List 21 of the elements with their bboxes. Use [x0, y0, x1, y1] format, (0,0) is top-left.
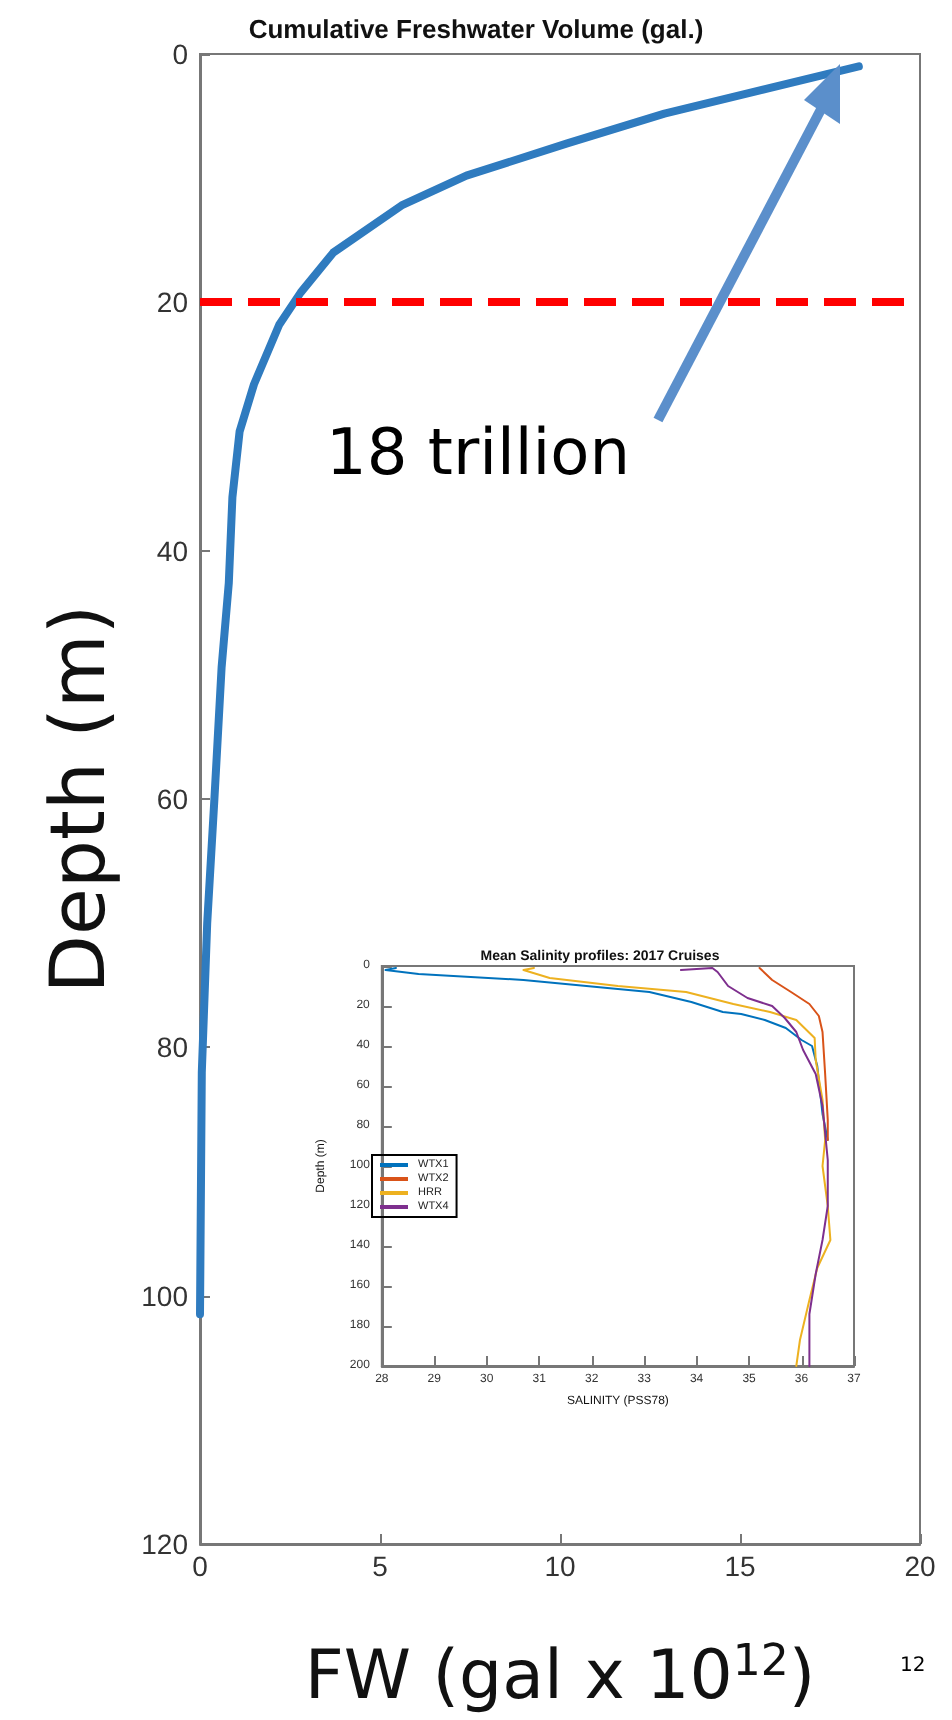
x-tick-label: 5 — [372, 1550, 389, 1582]
y-tick-label: 120 — [141, 1528, 189, 1560]
y-tick-label: 100 — [141, 1279, 189, 1312]
line-series — [196, 62, 863, 1319]
y-tick-label: 40 — [156, 534, 189, 567]
line-series — [679, 967, 829, 1367]
y-tick-label: 80 — [156, 1031, 189, 1064]
y-tick-label: 60 — [156, 783, 189, 815]
chart-title: Cumulative Freshwater Volume (gal.) — [248, 14, 704, 44]
line-series — [384, 967, 829, 1141]
x-tick-label: 20 — [904, 1550, 936, 1582]
annotation: 18 trillion — [326, 414, 631, 490]
x-tick-label: 15 — [724, 1550, 756, 1582]
x-tick-label: 10 — [544, 1550, 576, 1582]
line-series — [758, 967, 829, 1141]
text: 12 — [900, 1655, 926, 1677]
y-tick-label: 20 — [156, 286, 189, 319]
x-tick-label: 0 — [192, 1550, 209, 1582]
y-tick-label: 0 — [172, 38, 189, 70]
line-series — [522, 967, 832, 1367]
y-axis-title: Depth (m) — [34, 604, 122, 994]
